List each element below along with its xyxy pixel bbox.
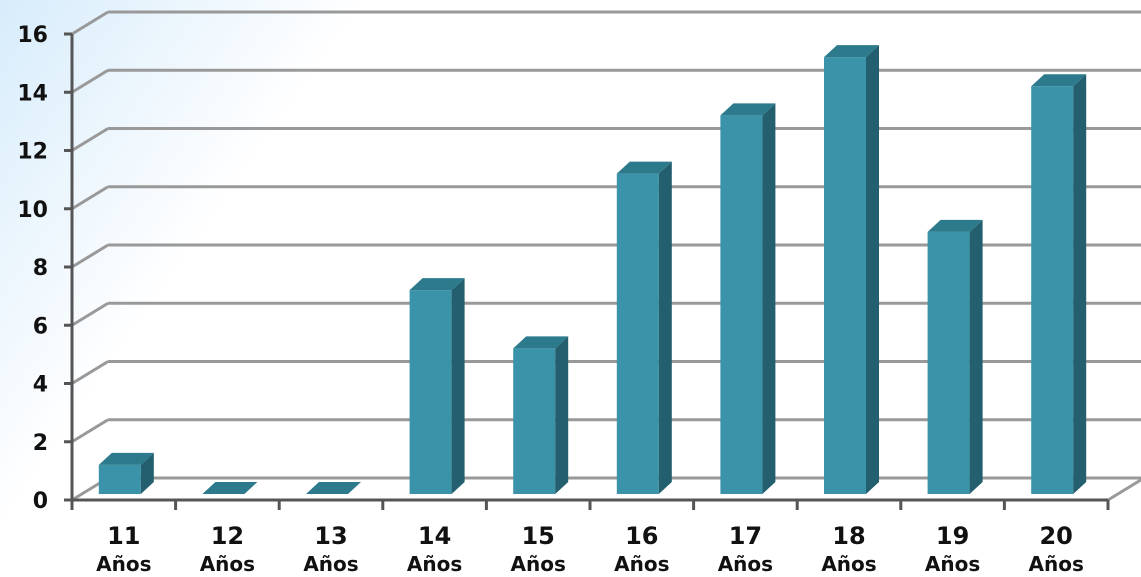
x-tick-label-unit: Años	[407, 552, 462, 576]
gridline-depth	[71, 127, 109, 152]
bar-top	[927, 219, 983, 232]
gridline-depth	[71, 360, 109, 385]
bar-top	[409, 278, 465, 291]
bar-front	[513, 348, 556, 494]
x-tick-label: 11 Años	[96, 522, 151, 576]
y-tick-label: 6	[33, 314, 48, 339]
gridline-depth	[71, 243, 109, 269]
bar	[720, 103, 776, 494]
bar-side	[866, 45, 879, 494]
bar-front	[927, 231, 970, 494]
bar	[1031, 74, 1087, 494]
bar	[98, 452, 154, 494]
bar-front	[720, 115, 763, 494]
bar	[513, 336, 569, 494]
x-tick-label: 18 Años	[821, 522, 876, 576]
x-tick-label-unit: Años	[96, 552, 151, 576]
x-tick-label-number: 13	[314, 522, 347, 550]
bar	[824, 45, 879, 494]
x-tick-label-number: 14	[418, 522, 451, 550]
gridline-depth	[71, 68, 109, 94]
x-tick-label-number: 12	[211, 522, 244, 550]
bar-front	[98, 464, 141, 494]
x-tick-label-number: 19	[936, 522, 969, 550]
x-tick-label: 15 Años	[511, 522, 566, 576]
bar-front	[409, 290, 452, 494]
x-tick-label-unit: Años	[718, 552, 773, 576]
floor-right-edge	[1107, 478, 1141, 502]
x-tick-label-number: 15	[521, 522, 554, 550]
bar-top	[616, 161, 672, 174]
bar	[306, 482, 361, 494]
bar	[616, 161, 672, 494]
bar-top	[720, 103, 776, 116]
bar-top	[513, 336, 569, 349]
x-tick-label-unit: Años	[303, 552, 358, 576]
x-tick-label: 13 Años	[303, 522, 358, 576]
gridline-depth	[71, 185, 109, 211]
x-tick-label: 17 Años	[718, 522, 773, 576]
bar-side	[658, 161, 672, 494]
x-tick-label-unit: Años	[200, 552, 255, 576]
x-tick-label: 16 Años	[614, 522, 669, 576]
y-tick-label: 4	[33, 373, 48, 398]
x-tick-label-number: 20	[1039, 522, 1072, 550]
y-tick-label: 0	[33, 489, 48, 514]
y-tick-labels: 0 2 4 6 8 10 12 14 16	[17, 23, 48, 514]
x-tick-label-unit: Años	[821, 552, 876, 576]
gridline-depth	[71, 301, 109, 327]
bar-side	[762, 103, 776, 494]
y-tick-label: 14	[17, 81, 48, 106]
bar-top	[98, 452, 154, 465]
bar-side	[451, 278, 465, 494]
bar-top	[1031, 74, 1087, 87]
gridline-depth	[71, 418, 109, 444]
bar	[202, 482, 258, 494]
x-tick-label-unit: Años	[511, 552, 566, 576]
x-tick-label: 12 Años	[200, 522, 255, 576]
x-tick-label-number: 17	[729, 522, 762, 550]
x-tick-label-number: 18	[832, 522, 865, 550]
bar-top	[824, 45, 879, 58]
bar-front	[616, 173, 659, 494]
bar-side	[555, 336, 569, 494]
bar-front	[824, 57, 866, 494]
bar-side	[1073, 74, 1087, 494]
bar-side	[969, 219, 983, 494]
x-tick-label-unit: Años	[925, 552, 980, 576]
x-tick-label-number: 11	[107, 522, 140, 550]
bar-top	[202, 482, 258, 494]
y-tick-label: 2	[33, 431, 48, 456]
x-tick-label: 19 Años	[925, 522, 980, 576]
y-tick-label: 8	[33, 256, 48, 281]
y-tick-label: 16	[17, 23, 48, 48]
axes	[64, 32, 1110, 510]
x-tick-label: 14 Años	[407, 522, 462, 576]
bar-side	[140, 452, 154, 494]
bars	[98, 45, 1087, 494]
bar-front	[1031, 86, 1074, 494]
y-tick-label: 12	[17, 140, 48, 165]
gridline-depth	[71, 10, 109, 36]
x-tick-label: 20 Años	[1029, 522, 1084, 576]
x-tick-label-unit: Años	[1029, 552, 1084, 576]
bar-top	[306, 482, 361, 494]
x-tick-label-unit: Años	[614, 552, 669, 576]
bar	[409, 278, 465, 494]
x-tick-label-number: 16	[625, 522, 658, 550]
y-tick-label: 10	[17, 198, 48, 223]
bar	[927, 219, 983, 494]
